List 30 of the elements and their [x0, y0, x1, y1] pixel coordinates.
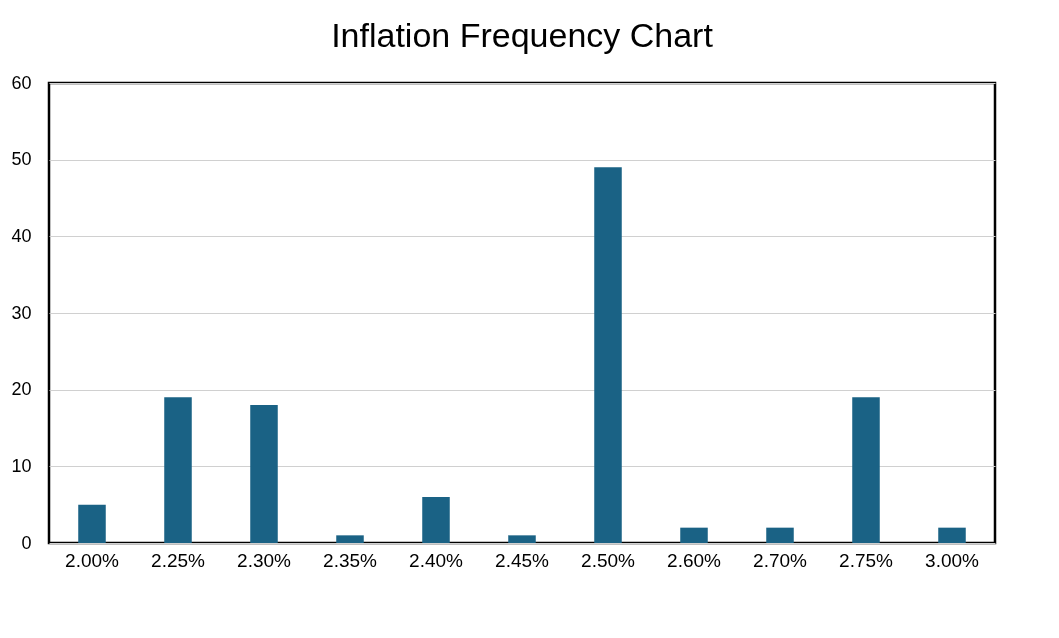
bar	[508, 535, 536, 543]
x-tick-label: 2.00%	[65, 549, 120, 571]
chart-title: Inflation Frequency Chart	[331, 16, 714, 54]
bar	[938, 527, 966, 543]
bar	[164, 397, 192, 543]
x-tick-label: 2.25%	[151, 549, 206, 571]
x-tick-label: 2.30%	[237, 549, 292, 571]
x-tick-label: 2.45%	[495, 549, 550, 571]
y-tick-label: 0	[21, 532, 32, 553]
x-tick-label: 2.75%	[839, 549, 894, 571]
x-tick-label: 2.50%	[581, 549, 636, 571]
bar	[250, 405, 278, 543]
x-tick-label: 3.00%	[925, 549, 980, 571]
y-tick-label: 10	[11, 455, 32, 476]
bar	[336, 535, 364, 543]
bar	[422, 497, 450, 543]
bar	[78, 504, 106, 543]
x-tick-label: 2.35%	[323, 549, 378, 571]
bar	[852, 397, 880, 543]
y-tick-label: 30	[11, 302, 32, 323]
bar	[680, 527, 708, 543]
y-tick-label: 40	[11, 225, 32, 246]
y-tick-label: 50	[11, 149, 32, 170]
x-tick-label: 2.60%	[667, 549, 722, 571]
y-tick-label: 60	[11, 72, 32, 93]
x-tick-label: 2.70%	[753, 549, 808, 571]
x-tick-label: 2.40%	[409, 549, 464, 571]
bar	[766, 527, 794, 543]
bar	[594, 167, 622, 543]
y-tick-label: 20	[11, 379, 32, 400]
